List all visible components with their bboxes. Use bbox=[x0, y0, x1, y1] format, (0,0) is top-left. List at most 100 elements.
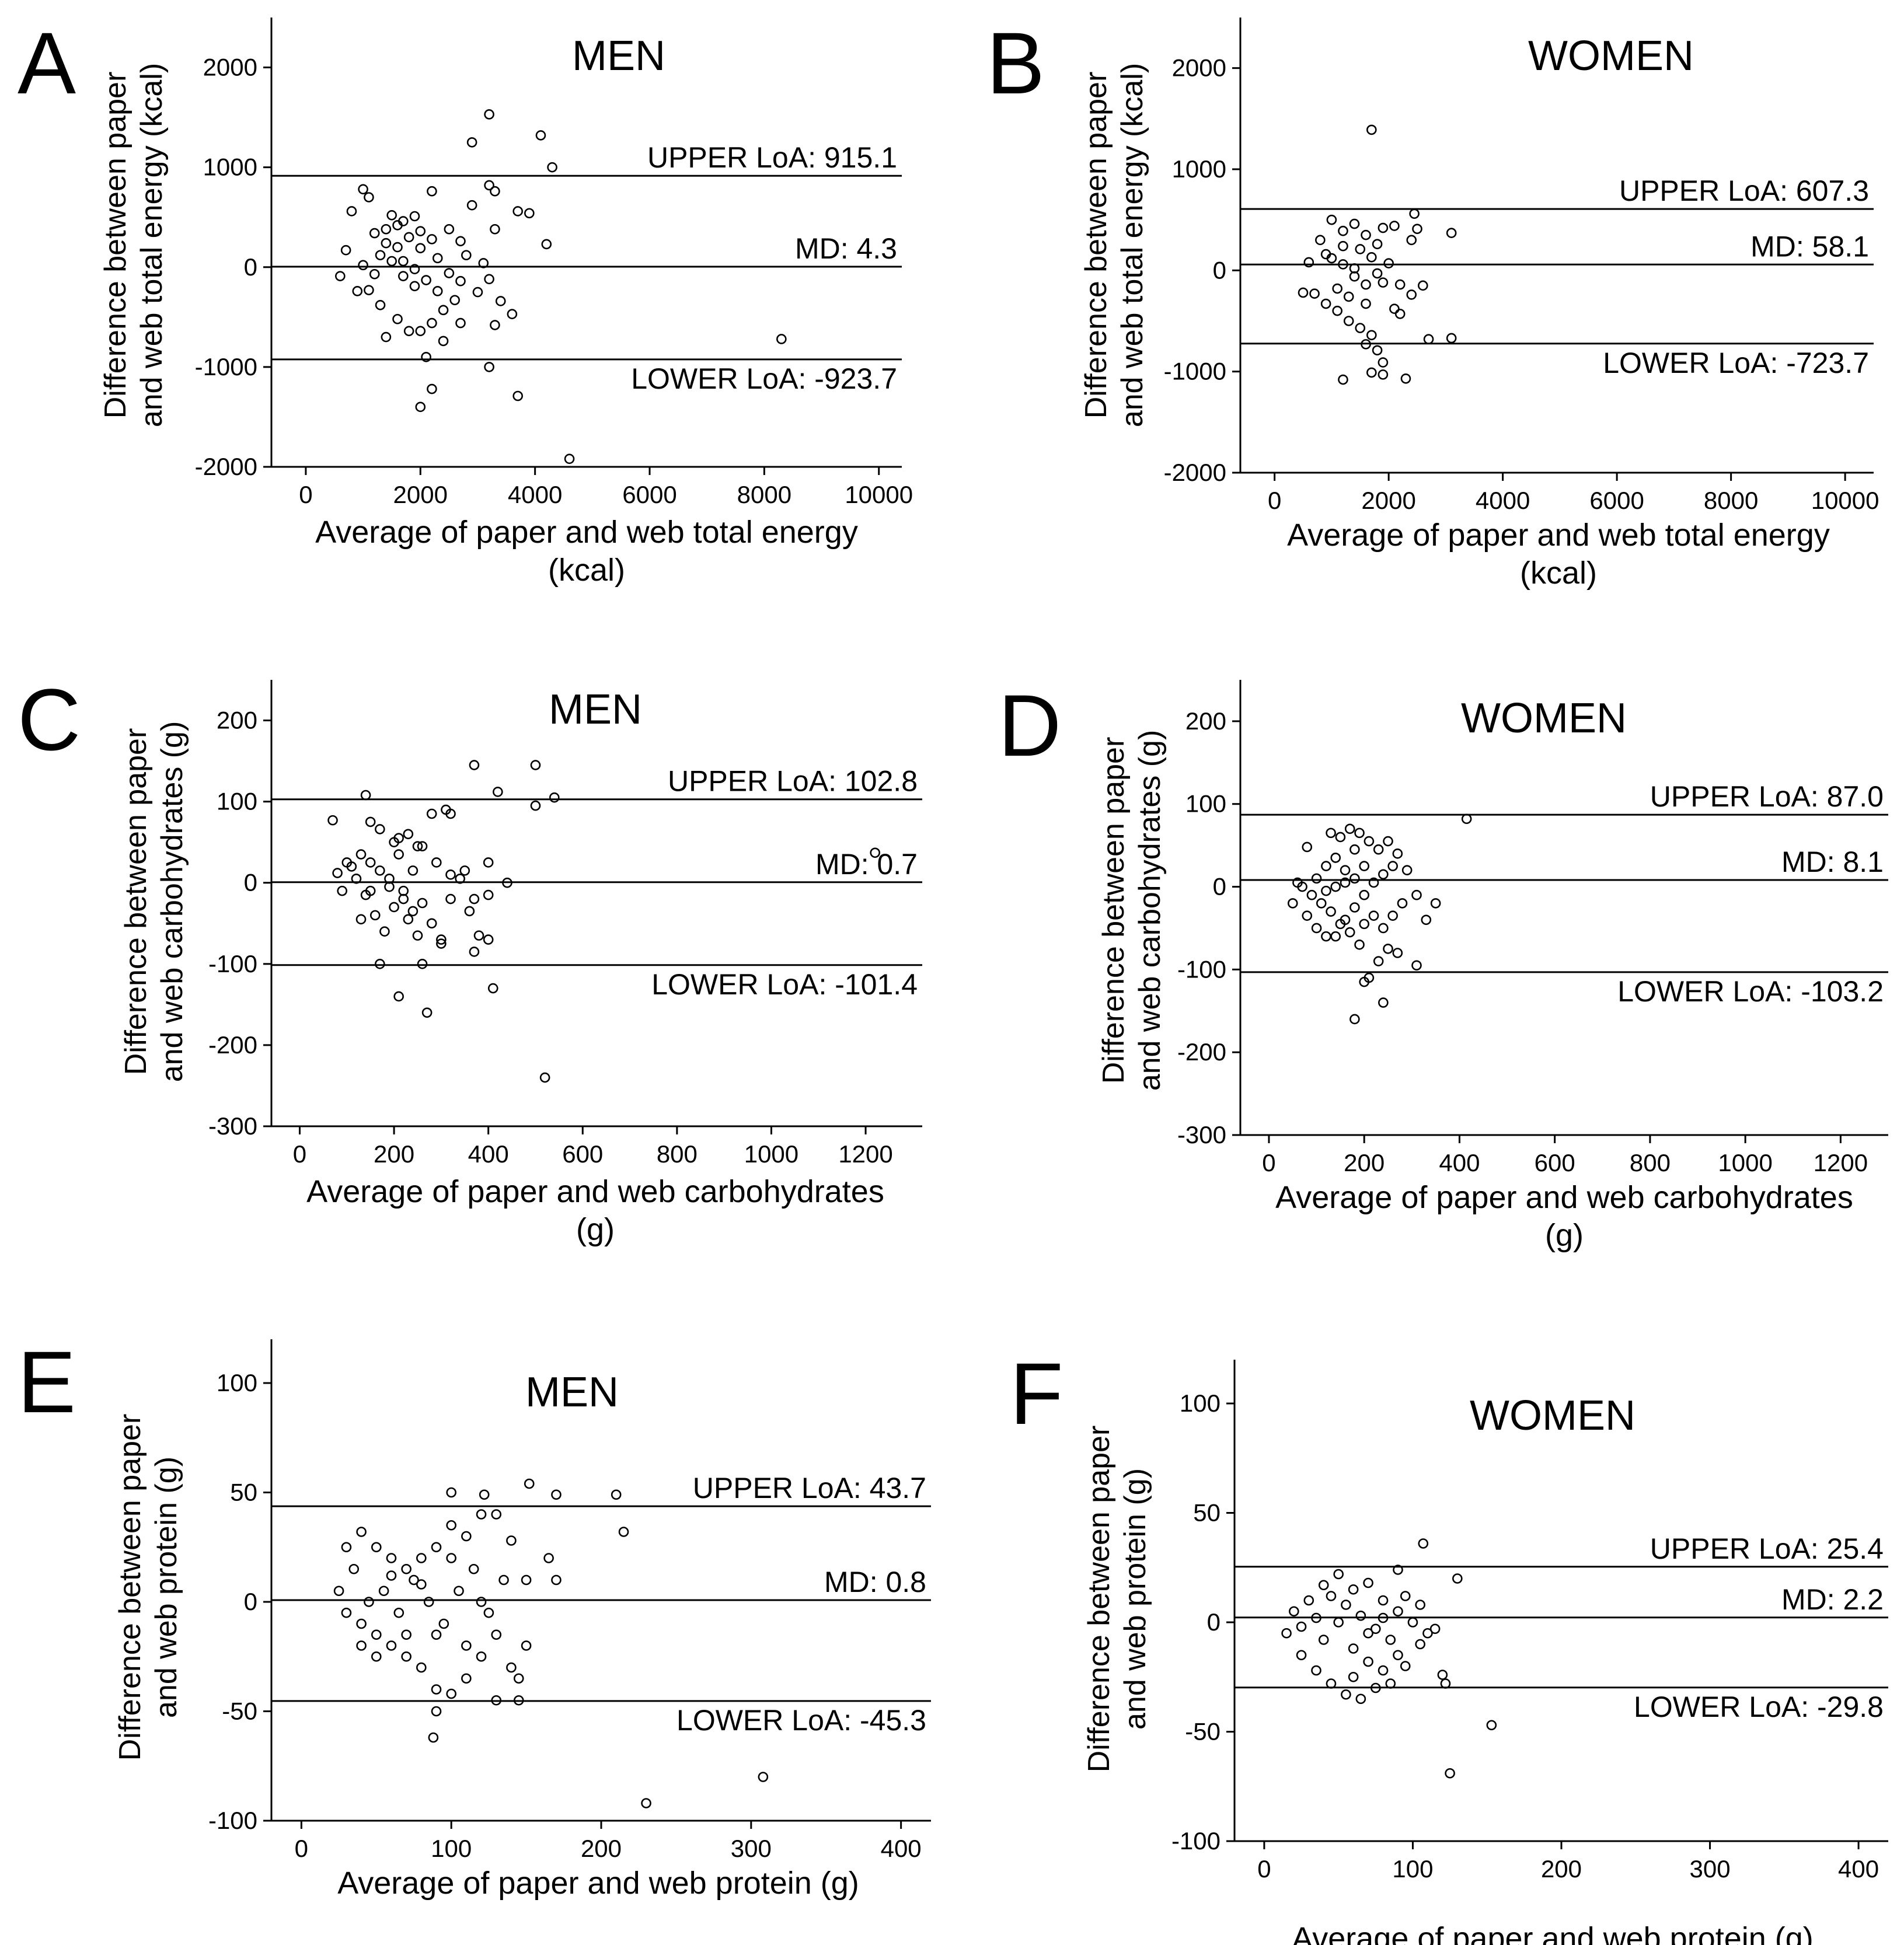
data-point bbox=[421, 1007, 433, 1018]
data-point bbox=[348, 1563, 360, 1574]
x-tick-label: 4000 bbox=[508, 481, 562, 508]
data-point bbox=[507, 309, 518, 320]
y-tick-label: 0 bbox=[244, 1588, 257, 1615]
data-point bbox=[364, 285, 374, 295]
x-tick-label: 100 bbox=[1392, 1855, 1433, 1883]
data-point bbox=[375, 824, 385, 834]
data-point bbox=[1400, 373, 1411, 384]
data-point bbox=[487, 983, 498, 994]
y-tick-label: -100 bbox=[1171, 1827, 1220, 1855]
data-point bbox=[436, 934, 447, 945]
data-point bbox=[502, 877, 512, 888]
data-point bbox=[431, 1706, 442, 1717]
data-point bbox=[455, 873, 465, 884]
data-point bbox=[1383, 258, 1394, 269]
y-tick-label: 50 bbox=[1193, 1499, 1220, 1527]
y-tick-label: -300 bbox=[208, 1112, 257, 1140]
data-point bbox=[1338, 374, 1348, 385]
data-point bbox=[445, 870, 456, 880]
data-point bbox=[1354, 940, 1365, 950]
data-point bbox=[381, 331, 392, 343]
data-point bbox=[641, 1798, 651, 1808]
data-point bbox=[490, 320, 500, 330]
panel-letter: E bbox=[18, 1333, 76, 1431]
data-point bbox=[1378, 997, 1389, 1008]
data-point bbox=[1315, 235, 1326, 246]
y-tick-label: 0 bbox=[1207, 1608, 1220, 1636]
data-point bbox=[1333, 1617, 1344, 1628]
data-point bbox=[776, 334, 787, 344]
data-point bbox=[346, 206, 357, 217]
x-axis-label-unit: (kcal) bbox=[1520, 556, 1597, 591]
y-axis-label-line2: and web carbohydrates (g) bbox=[155, 721, 189, 1083]
data-point bbox=[1349, 844, 1360, 855]
data-point bbox=[444, 268, 455, 278]
data-point bbox=[392, 313, 403, 324]
data-point bbox=[870, 847, 881, 858]
data-point bbox=[438, 305, 449, 316]
data-point bbox=[398, 271, 409, 281]
data-point bbox=[436, 938, 447, 949]
data-point bbox=[513, 1673, 524, 1684]
y-tick-label: 0 bbox=[1213, 873, 1226, 900]
chart-title: WOMEN bbox=[1470, 1392, 1636, 1439]
data-point bbox=[491, 1695, 502, 1706]
data-point bbox=[1368, 910, 1379, 921]
data-point bbox=[1486, 1720, 1497, 1731]
data-point bbox=[1326, 827, 1336, 839]
data-point bbox=[444, 224, 455, 235]
data-point bbox=[369, 268, 380, 280]
data-point bbox=[1340, 877, 1351, 888]
data-point bbox=[512, 206, 523, 217]
panel-letter: B bbox=[986, 14, 1045, 112]
data-point bbox=[1383, 944, 1393, 954]
data-point bbox=[1355, 1610, 1366, 1621]
data-point bbox=[445, 893, 456, 905]
y-axis-label-group: Difference between paper and web total en… bbox=[1079, 63, 1149, 427]
data-point bbox=[445, 808, 456, 819]
data-point bbox=[1387, 861, 1398, 871]
data-point bbox=[438, 336, 449, 347]
data-point bbox=[427, 317, 437, 329]
data-point bbox=[1389, 303, 1400, 315]
data-point bbox=[1366, 367, 1377, 378]
data-point bbox=[412, 841, 423, 851]
x-tick-label: 200 bbox=[581, 1835, 622, 1862]
data-point bbox=[618, 1527, 629, 1537]
x-tick-label: 200 bbox=[1541, 1855, 1582, 1883]
data-point bbox=[1364, 836, 1375, 847]
data-point bbox=[381, 224, 392, 235]
data-point bbox=[521, 1574, 532, 1586]
data-point bbox=[1371, 1682, 1381, 1693]
data-point bbox=[1298, 287, 1309, 298]
y-tick-label: -1000 bbox=[1164, 358, 1226, 385]
data-point bbox=[403, 326, 414, 337]
data-point bbox=[1378, 869, 1389, 880]
data-point bbox=[1341, 1600, 1351, 1610]
data-point bbox=[1330, 931, 1341, 942]
data-point bbox=[1303, 257, 1314, 268]
data-point bbox=[1306, 889, 1317, 900]
data-point bbox=[401, 1651, 412, 1662]
data-point bbox=[365, 885, 376, 896]
data-point bbox=[379, 926, 390, 937]
data-point bbox=[1320, 298, 1331, 309]
x-axis-label-unit: (kcal) bbox=[548, 553, 625, 588]
reference-line-label: LOWER LoA: -723.7 bbox=[1603, 347, 1869, 379]
data-point bbox=[1400, 1591, 1411, 1601]
data-point bbox=[393, 991, 404, 1002]
data-point bbox=[1344, 823, 1355, 834]
data-point bbox=[1318, 1580, 1329, 1591]
data-point bbox=[1316, 898, 1327, 909]
reference-line-label: LOWER LoA: -29.8 bbox=[1634, 1691, 1884, 1723]
data-point bbox=[427, 383, 437, 394]
data-point bbox=[1383, 836, 1393, 847]
data-point bbox=[1397, 898, 1408, 909]
data-point bbox=[407, 906, 419, 917]
x-axis-label: Average of paper and web carbohydrates bbox=[1275, 1180, 1853, 1215]
data-point bbox=[1361, 279, 1371, 290]
data-point bbox=[365, 857, 376, 868]
y-axis-label-group: Difference between paper and web protein … bbox=[113, 1414, 183, 1761]
data-point bbox=[758, 1772, 769, 1782]
data-point bbox=[1368, 877, 1379, 888]
